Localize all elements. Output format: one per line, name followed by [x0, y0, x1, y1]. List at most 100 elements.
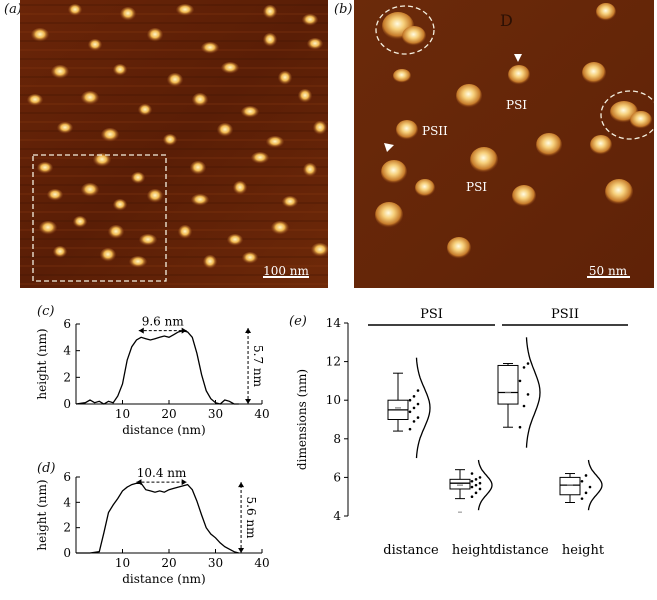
- data-point: [522, 404, 526, 408]
- box: [497, 364, 519, 405]
- x-tick-label: 10: [115, 407, 130, 421]
- x-tick-label: 10: [115, 556, 130, 570]
- y-tick-label: 8: [333, 432, 341, 446]
- data-point: [518, 425, 522, 429]
- width-arrowhead-right: [181, 327, 187, 334]
- data-point: [526, 393, 530, 396]
- data-point: [412, 420, 416, 423]
- data-point: [588, 485, 592, 489]
- y-tick-label: 14: [326, 316, 342, 330]
- height-arrowhead-bottom: [238, 548, 245, 553]
- data-point: [478, 476, 482, 479]
- group-label: PSI: [420, 307, 443, 322]
- arrowhead-1: [514, 54, 522, 62]
- width-label: 10.4 nm: [137, 466, 187, 480]
- profile-chart-c: 0 2 4 6 10 20 30 40 distance (nm) height (nm) 9.6 …: [30, 312, 280, 447]
- y-axis-label: height (nm): [35, 479, 49, 550]
- data-point: [470, 485, 474, 489]
- data-point: [416, 402, 420, 406]
- profile-line: [75, 330, 239, 405]
- data-point: [522, 366, 526, 369]
- data-point: [474, 483, 478, 487]
- x-axis-label: distance (nm): [122, 572, 206, 586]
- category-label: distance: [383, 543, 439, 558]
- data-point: [412, 395, 416, 398]
- data-point: [408, 398, 412, 402]
- panel-letter-d: (d): [37, 461, 56, 476]
- normal-curve: [477, 459, 493, 511]
- data-point: [408, 410, 412, 414]
- data-point: [470, 472, 474, 475]
- normal-curve: [415, 357, 431, 459]
- corner-mark: D: [500, 11, 513, 30]
- dimer-circle-1: [375, 5, 435, 55]
- data-point: [474, 491, 478, 495]
- height-arrowhead-bottom: [245, 399, 252, 404]
- category-label: height: [452, 543, 495, 558]
- data-point: [580, 479, 584, 483]
- x-tick-label: 20: [161, 407, 176, 421]
- selection-box: [32, 154, 167, 282]
- box-chart-e: 4 6 8 10 12 14 dimensions (nm) PSI PSII distance h…: [290, 300, 650, 596]
- afm-image-a: 100 nm: [20, 0, 328, 288]
- scale-bar-b-label: 50 nm: [589, 264, 628, 278]
- data-point: [416, 389, 420, 392]
- height-label: 5.6 nm: [244, 497, 258, 540]
- x-tick-label: 30: [208, 407, 223, 421]
- category-label: distance: [493, 543, 549, 558]
- y-tick-label: 12: [326, 355, 341, 369]
- data-point: [416, 416, 420, 419]
- data-point: [470, 495, 474, 498]
- label-psi-1: PSI: [506, 98, 527, 112]
- label-psi-2: PSI: [466, 180, 487, 194]
- x-axis-label: distance (nm): [122, 423, 206, 437]
- box: [449, 478, 471, 490]
- data-point: [518, 379, 522, 383]
- data-point: [580, 497, 584, 500]
- data-point: [412, 406, 416, 410]
- y-tick-label: 6: [333, 470, 341, 484]
- width-label: 9.6 nm: [142, 315, 185, 329]
- y-tick-label: 4: [333, 509, 341, 523]
- scale-bar-a-label: 100 nm: [263, 264, 309, 278]
- data-point: [526, 362, 530, 365]
- data-point: [470, 479, 474, 483]
- normal-curve: [587, 459, 603, 511]
- height-arrowhead-top: [245, 328, 252, 333]
- data-point: [408, 427, 412, 431]
- panel-letter-e: (e): [289, 314, 307, 329]
- profile-line: [76, 482, 239, 554]
- x-tick-label: 40: [254, 556, 269, 570]
- x-tick-label: 30: [208, 556, 223, 570]
- y-axis-label: height (nm): [35, 328, 49, 399]
- group-label: PSII: [551, 307, 579, 322]
- y-tick-label: 0: [63, 397, 71, 411]
- afm-image-b: PSI PSII PSI D 50 nm: [354, 0, 654, 288]
- box: [559, 476, 581, 496]
- y-tick-label: 4: [63, 344, 71, 358]
- data-point: [584, 474, 588, 477]
- y-axis-label: dimensions (nm): [295, 369, 309, 470]
- width-arrowhead-right: [181, 479, 187, 486]
- data-point: [474, 478, 478, 481]
- panel-letter-a: (a): [4, 2, 22, 17]
- height-label: 5.7 nm: [251, 345, 265, 388]
- y-tick-label: 2: [63, 370, 71, 384]
- profile-chart-d: 0 2 4 6 10 20 30 40 distance (nm) height (nm) 10.4…: [30, 460, 280, 596]
- data-point: [478, 481, 482, 485]
- label-psii: PSII: [422, 124, 448, 138]
- y-tick-label: 0: [63, 546, 71, 560]
- arrowhead-2: [384, 143, 394, 152]
- width-arrowhead-left: [138, 327, 144, 334]
- y-tick-label: 2: [63, 521, 71, 535]
- x-tick-label: 40: [254, 407, 269, 421]
- y-tick-label: 6: [63, 470, 71, 484]
- y-tick-label: 4: [63, 495, 71, 509]
- height-arrowhead-top: [238, 482, 245, 488]
- category-label: height: [562, 543, 605, 558]
- data-point: [478, 487, 482, 491]
- x-tick-label: 20: [161, 556, 176, 570]
- data-point: [584, 491, 588, 495]
- panel-letter-c: (c): [37, 304, 55, 319]
- dimer-circle-2: [600, 90, 654, 140]
